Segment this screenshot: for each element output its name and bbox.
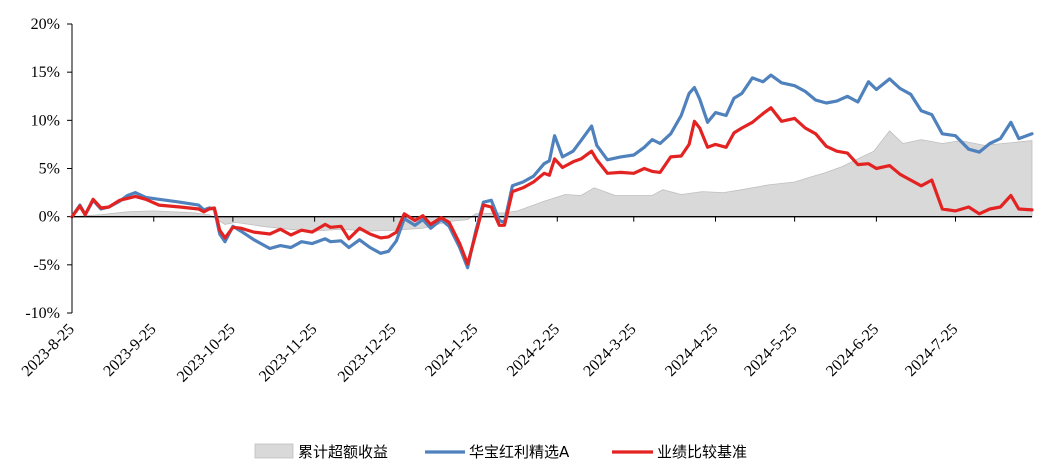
line-series-layer	[70, 73, 1034, 270]
y-tick-label: 10%	[31, 112, 60, 129]
x-tick-label: 2024-2-25	[504, 321, 563, 380]
y-axis: -10% -5% 0% 5% 10% 15% 20%	[25, 16, 73, 322]
legend-label-fund: 华宝红利精选A	[469, 443, 570, 461]
x-tick-label: 2024-7-25	[902, 321, 961, 380]
benchmark-series-line	[70, 106, 1034, 266]
y-tick-label: 0%	[39, 209, 60, 226]
x-tick-label: 2024-1-25	[422, 321, 481, 380]
x-tick-label: 2024-6-25	[823, 321, 882, 380]
y-tick-label: -10%	[25, 305, 60, 322]
x-tick-label: 2023-11-25	[256, 321, 320, 385]
x-tick-label: 2023-9-25	[100, 321, 159, 380]
excess-return-area-layer	[71, 130, 1033, 232]
y-tick-label: 5%	[39, 161, 60, 178]
fund-series-line	[70, 73, 1034, 270]
x-axis: 2023-8-25 2023-9-25 2023-10-25 2023-11-25 20…	[19, 216, 961, 386]
x-tick-label: 2023-10-25	[174, 321, 239, 386]
excess-return-area	[71, 130, 1033, 232]
y-tick-label: -5%	[33, 257, 60, 274]
x-tick-label: 2023-8-25	[19, 321, 78, 380]
x-tick-label: 2023-12-25	[335, 321, 400, 386]
legend-label-excess: 累计超额收益	[298, 443, 388, 461]
legend: 累计超额收益 华宝红利精选A 业绩比较基准	[254, 443, 747, 461]
legend-label-benchmark: 业绩比较基准	[657, 443, 747, 461]
x-tick-label: 2024-5-25	[741, 321, 800, 380]
legend-swatch-excess	[254, 443, 294, 459]
x-tick-label: 2024-3-25	[580, 321, 639, 380]
y-tick-label: 20%	[31, 16, 60, 33]
x-tick-label: 2024-4-25	[662, 321, 721, 380]
y-tick-label: 15%	[31, 64, 60, 81]
